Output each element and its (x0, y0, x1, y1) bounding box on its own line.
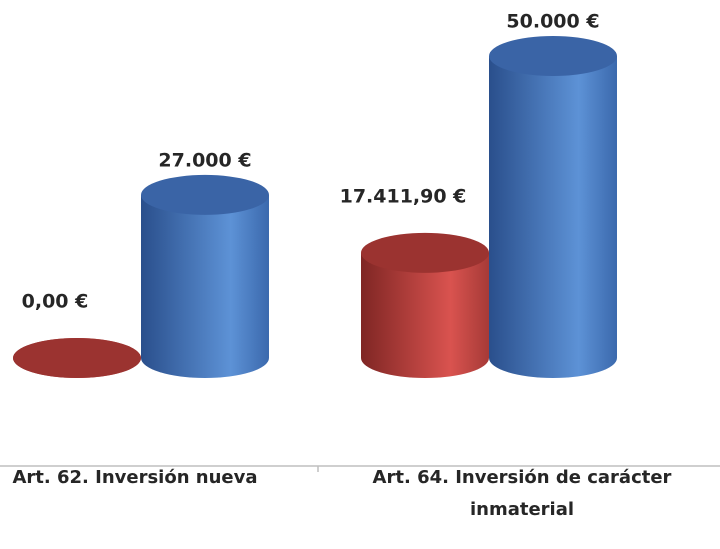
cylinder-body (361, 252, 489, 378)
cylinder-top (361, 232, 489, 273)
cylinder-top (13, 338, 141, 378)
value-label: 17.411,90 € (340, 185, 467, 207)
x-tick-label: Art. 62. Inversión nueva (12, 467, 258, 488)
value-label: 27.000 € (158, 149, 251, 171)
cylinder-top (141, 174, 269, 215)
cylinder-top (489, 36, 617, 76)
cylinder-body (141, 194, 269, 378)
x-tick-label: Art. 64. Inversión de carácter inmateria… (372, 467, 672, 520)
value-label: 0,00 € (22, 291, 89, 313)
value-label: 50.000 € (506, 11, 599, 33)
cylinder-body (489, 56, 617, 378)
